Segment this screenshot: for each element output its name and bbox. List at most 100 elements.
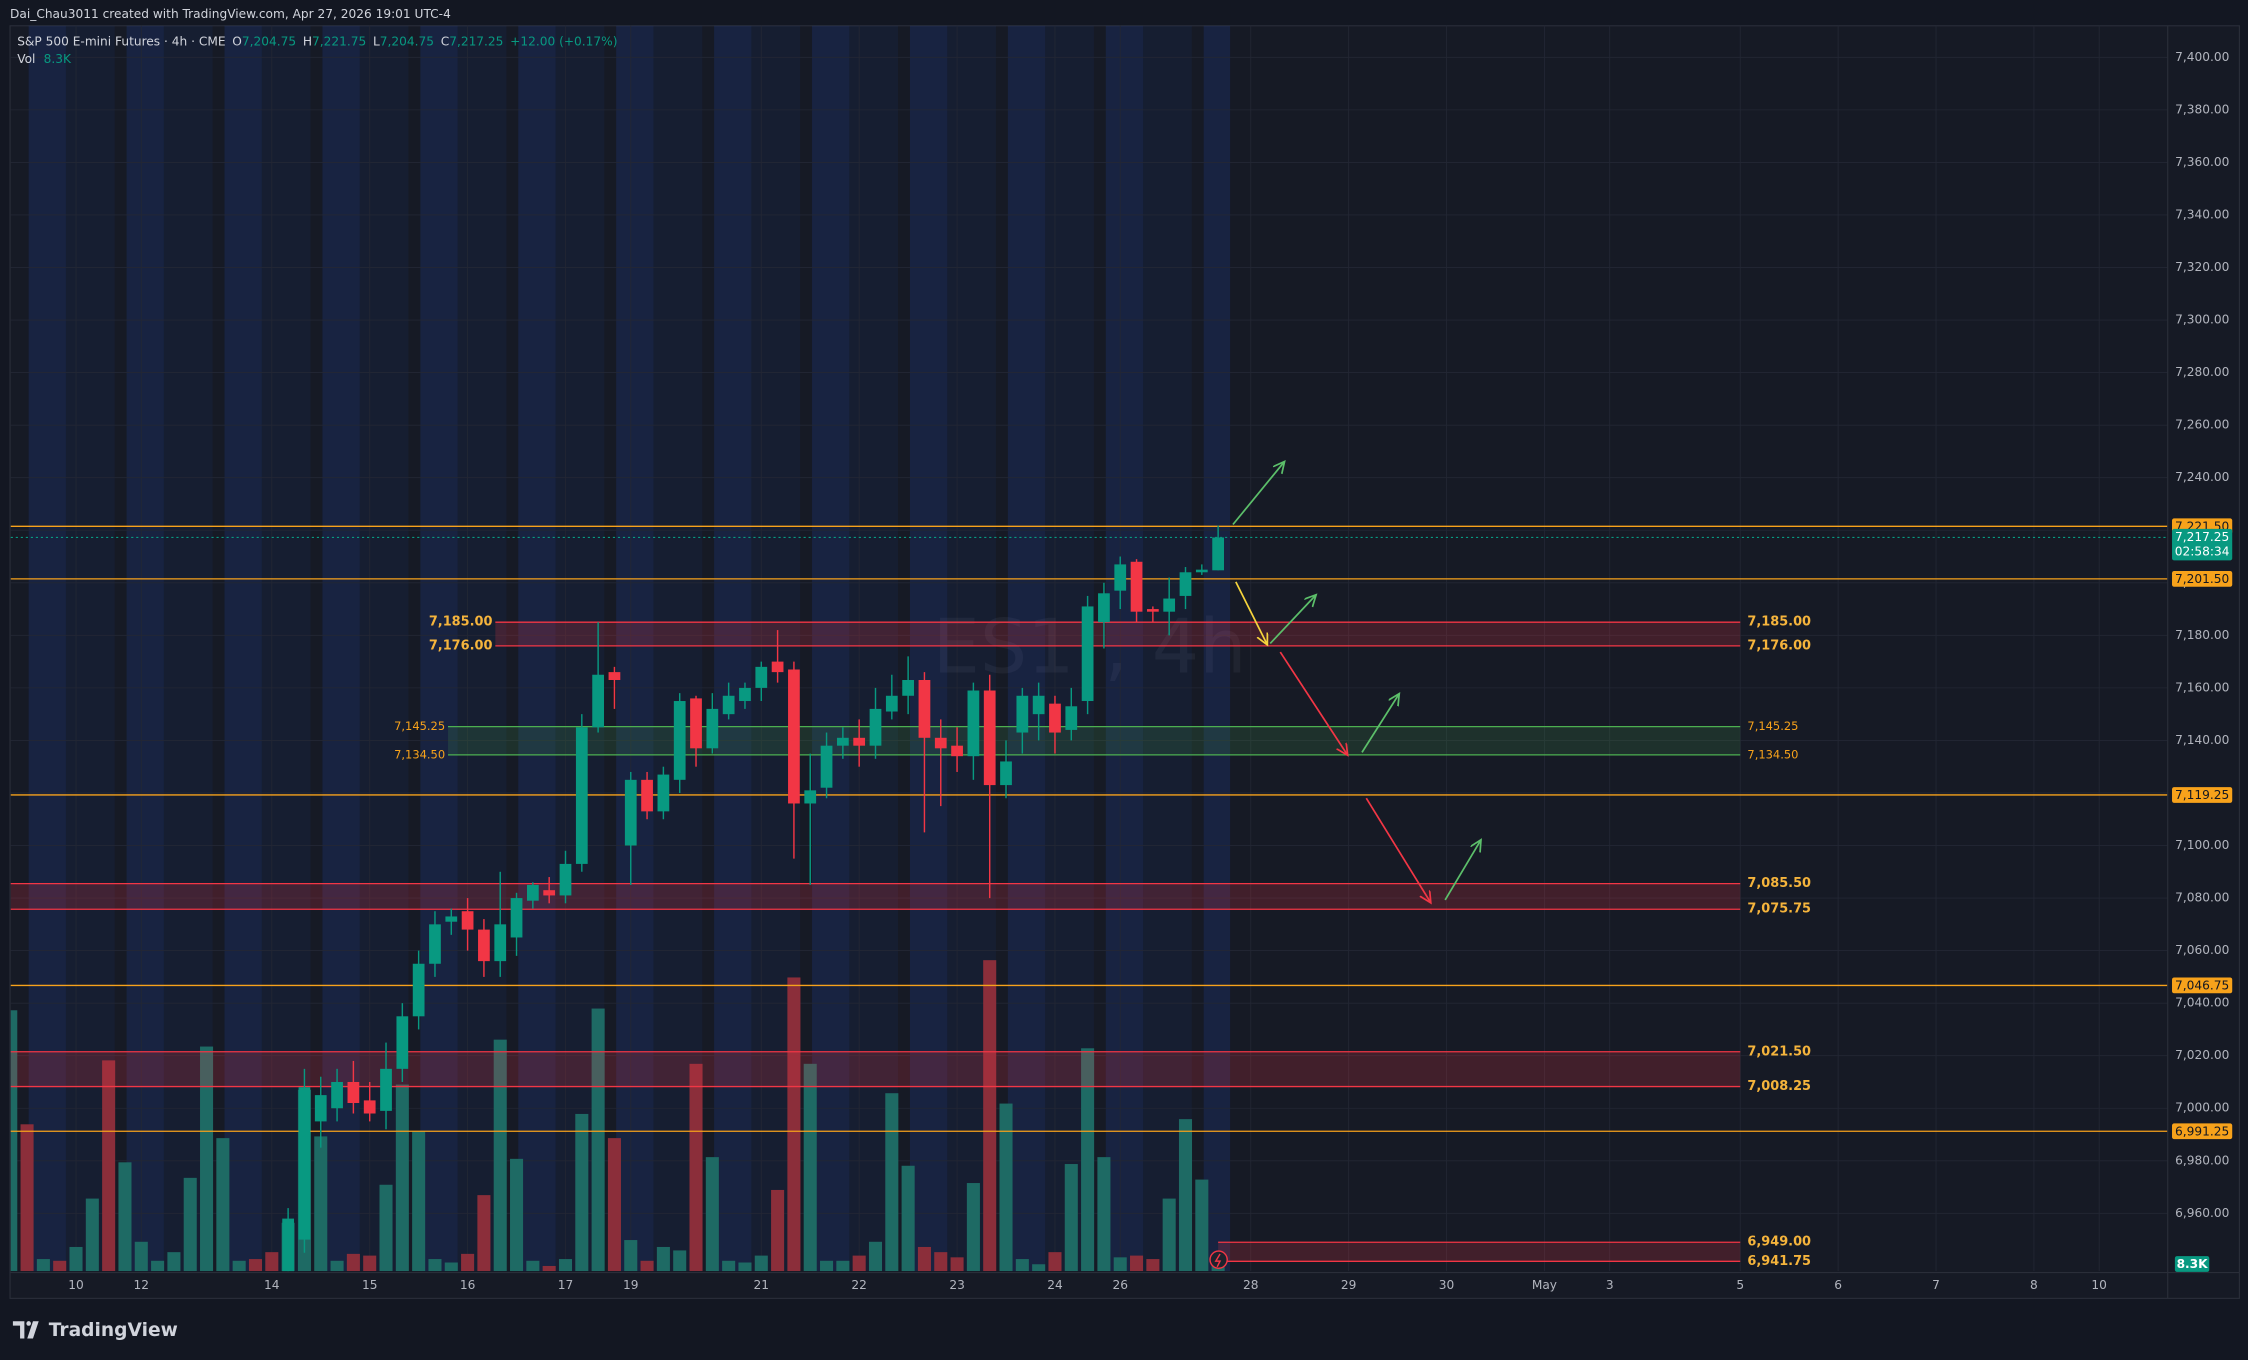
volume-value: 8.3K — [44, 51, 72, 65]
candle-body — [1016, 695, 1029, 733]
volume-bar — [428, 1259, 442, 1272]
volume-bar — [395, 1084, 409, 1272]
legend-ohlc[interactable]: S&P 500 E-mini Futures · 4h · CME O7,204… — [17, 34, 617, 48]
alert-icon[interactable] — [1209, 1250, 1228, 1269]
volume-bar — [183, 1177, 197, 1272]
candle-body — [412, 963, 425, 1017]
session-band — [1105, 25, 1144, 1272]
candle-body — [722, 695, 735, 715]
candle-body — [445, 916, 458, 922]
volume-bar — [999, 1103, 1013, 1272]
candle-body — [380, 1068, 392, 1111]
volume-bar — [1032, 1264, 1046, 1272]
close-value: 7,217.25 — [449, 34, 503, 48]
y-tick-label: 7,020.00 — [2175, 1048, 2229, 1062]
y-tick-label: 7,000.00 — [2175, 1101, 2229, 1115]
volume-bar — [803, 1063, 817, 1272]
level-label-box — [2172, 787, 2233, 803]
volume-bar — [836, 1260, 850, 1272]
zone — [10, 883, 1741, 910]
candle-body — [478, 929, 490, 962]
alert-circle[interactable] — [1209, 1250, 1228, 1269]
volume-bar — [314, 1136, 328, 1272]
grid — [10, 25, 2168, 1272]
axes: 6,960.00 6,980.00 7,000.00 7,020.00 7,040.00… — [68, 50, 2233, 1292]
candle-body — [771, 661, 784, 673]
x-tick-label: 24 — [1047, 1278, 1063, 1292]
session-band — [1203, 25, 1231, 1272]
y-tick-label: 7,340.00 — [2175, 207, 2229, 221]
session-band — [420, 25, 458, 1272]
candle-body — [1195, 569, 1208, 573]
x-tick-label: 17 — [558, 1278, 574, 1292]
volume-bar — [248, 1259, 263, 1272]
candle-body — [1146, 609, 1159, 612]
candle-body — [1065, 706, 1078, 730]
y-tick-label: 7,040.00 — [2175, 996, 2229, 1010]
zone-label: 6,941.75 — [1747, 1254, 1811, 1269]
volume-bar — [1146, 1259, 1160, 1272]
x-tick-label: May — [1532, 1278, 1557, 1292]
session-band-light — [849, 25, 899, 1272]
volume-bar — [379, 1184, 393, 1272]
level-label: 7,046.75 — [2175, 979, 2229, 993]
x-tick-label: 26 — [1112, 1278, 1128, 1292]
y-tick-label: 7,140.00 — [2175, 733, 2229, 747]
volume-bar — [966, 1183, 980, 1272]
levels — [10, 525, 2168, 1132]
session-band — [518, 25, 556, 1272]
projection-arrows — [1232, 461, 1481, 902]
candle-body — [1049, 703, 1061, 733]
y-tick-label: 7,320.00 — [2175, 260, 2229, 274]
candle-body — [526, 884, 539, 901]
open-key: O — [232, 34, 242, 48]
volume-bar — [526, 1260, 540, 1272]
candle-body — [559, 863, 572, 896]
volume-bar — [771, 1189, 785, 1272]
volume-bar — [200, 1046, 214, 1272]
x-tick-label: 8 — [2030, 1278, 2038, 1292]
volume-bar — [558, 1259, 573, 1272]
zone-label: 7,176.00 — [429, 638, 493, 653]
y-tick-label: 7,100.00 — [2175, 838, 2229, 852]
volume-bar — [820, 1260, 834, 1272]
zone — [1218, 1242, 1741, 1262]
candle-body — [592, 674, 604, 728]
high-key: H — [303, 34, 312, 48]
level-label-box — [2172, 570, 2233, 587]
session-band — [126, 25, 164, 1272]
volume-bar — [477, 1195, 491, 1272]
candle-body — [298, 1087, 311, 1240]
session-band — [616, 25, 654, 1272]
zone — [448, 726, 1741, 755]
candle-body — [314, 1095, 327, 1122]
x-tick-label: 15 — [362, 1278, 378, 1292]
candle-body — [363, 1100, 376, 1114]
zone-label: 7,185.00 — [1747, 615, 1811, 630]
candle-body — [706, 708, 719, 749]
candle-body — [347, 1081, 360, 1103]
level-label: 7,119.25 — [2175, 788, 2229, 802]
session-band — [28, 25, 66, 1272]
candle-body — [1098, 593, 1110, 623]
session-band — [909, 25, 948, 1272]
x-tick-label: 23 — [949, 1278, 965, 1292]
legend-volume[interactable]: Vol 8.3K — [17, 51, 72, 65]
change: +12.00 (+0.17%) — [510, 34, 617, 48]
volume-label-box — [2174, 1256, 2210, 1272]
y-tick-label: 7,260.00 — [2175, 418, 2229, 432]
candle-body — [755, 666, 768, 688]
candle-body — [1114, 564, 1127, 591]
volume-bar — [575, 1113, 589, 1272]
y-tick-label: 7,180.00 — [2175, 628, 2229, 642]
volume-axis-label: 8.3K — [2177, 1257, 2209, 1271]
candle-body — [331, 1081, 343, 1109]
candle-body — [494, 924, 507, 962]
candle-body — [690, 698, 702, 749]
arrow — [1235, 581, 1268, 645]
volume-bar — [934, 1252, 948, 1272]
candle-body — [885, 695, 898, 712]
session-bands — [28, 25, 1231, 1272]
candle-body — [543, 890, 556, 896]
